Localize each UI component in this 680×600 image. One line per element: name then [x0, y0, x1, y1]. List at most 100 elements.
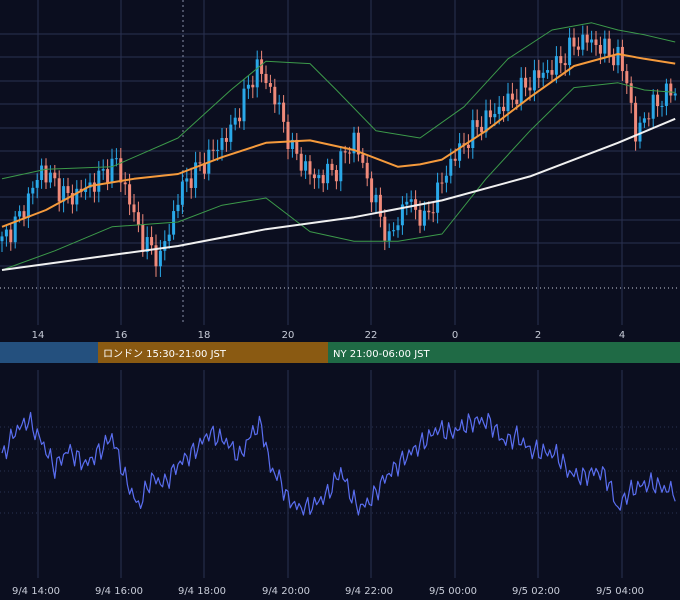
bear-candle	[119, 158, 123, 183]
bear-candle	[378, 194, 382, 217]
bull-candle	[642, 118, 646, 123]
bear-candle	[418, 209, 422, 226]
oscillator-x-tick-label: 9/4 22:00	[345, 586, 393, 597]
bull-candle	[13, 216, 17, 243]
bull-candle	[396, 225, 400, 231]
bull-candle	[400, 204, 404, 226]
bear-candle	[620, 46, 624, 72]
x-tick-label: 14	[32, 330, 45, 341]
bull-candle	[387, 231, 391, 241]
bear-candle	[356, 132, 360, 155]
bear-candle	[9, 229, 13, 243]
oscillator-line	[1, 411, 676, 516]
bull-candle	[493, 113, 497, 118]
bull-candle	[519, 77, 523, 105]
bear-candle	[550, 70, 554, 75]
oscillator-x-tick-label: 9/4 20:00	[262, 586, 310, 597]
bull-candle	[568, 37, 572, 66]
bear-candle	[66, 186, 70, 194]
bear-candle	[348, 152, 352, 154]
bear-candle	[123, 182, 127, 185]
bear-candle	[53, 172, 57, 179]
bear-candle	[286, 121, 290, 149]
bull-candle	[638, 122, 642, 142]
bear-candle	[44, 165, 48, 183]
bull-candle	[163, 241, 167, 251]
bull-candle	[506, 93, 510, 112]
bear-candle	[224, 137, 228, 142]
bear-candle	[625, 71, 629, 84]
bull-candle	[664, 83, 668, 106]
bull-candle	[374, 194, 378, 203]
bull-candle	[4, 229, 8, 237]
bear-candle	[634, 102, 638, 142]
bull-candle	[75, 188, 79, 205]
bear-candle	[607, 38, 611, 57]
bear-candle	[528, 87, 532, 91]
bull-candle	[317, 175, 321, 179]
session-band	[328, 342, 680, 363]
bear-candle	[431, 212, 435, 214]
moving-average-slow	[1, 117, 676, 271]
bull-candle	[40, 165, 44, 180]
bear-candle	[189, 178, 193, 188]
bull-candle	[97, 170, 101, 192]
bull-candle	[48, 172, 52, 183]
bear-candle	[132, 204, 136, 213]
x-tick-label: 16	[115, 330, 128, 341]
bear-candle	[510, 93, 514, 100]
bear-candle	[466, 144, 470, 149]
bear-candle	[572, 37, 576, 47]
bull-candle	[277, 102, 281, 105]
bull-candle	[110, 158, 114, 183]
bull-candle	[35, 179, 39, 188]
bull-candle	[242, 88, 246, 122]
bear-candle	[576, 46, 580, 50]
bull-candle	[246, 84, 250, 89]
bear-candle	[629, 83, 633, 103]
bull-candle	[436, 182, 440, 213]
bull-candle	[172, 211, 176, 235]
bull-candle	[532, 70, 536, 91]
oscillator-x-tick-label: 9/4 16:00	[95, 586, 143, 597]
bull-candle	[0, 236, 4, 242]
bear-candle	[264, 73, 268, 84]
bollinger-upper-band	[1, 22, 676, 180]
bull-candle	[31, 187, 35, 194]
bear-candle	[334, 169, 338, 182]
bear-candle	[92, 182, 96, 192]
bear-candle	[308, 161, 312, 175]
bear-candle	[480, 126, 484, 133]
bull-candle	[590, 39, 594, 43]
bear-candle	[299, 153, 303, 171]
bear-candle	[656, 94, 660, 107]
bear-candle	[198, 162, 202, 164]
session-label: ロンドン 15:30-21:00 JST	[103, 349, 227, 360]
x-tick-label: 4	[619, 330, 625, 341]
bull-candle	[18, 211, 22, 217]
bear-candle	[524, 77, 528, 88]
bear-candle	[273, 86, 277, 105]
bear-candle	[537, 70, 541, 78]
bull-candle	[84, 187, 88, 192]
moving-average-fast	[1, 53, 676, 228]
bear-candle	[612, 56, 616, 66]
bull-candle	[220, 137, 224, 150]
bull-candle	[185, 178, 189, 182]
x-tick-label: 22	[365, 330, 378, 341]
bear-candle	[383, 216, 387, 241]
bull-candle	[194, 162, 198, 188]
bull-candle	[255, 59, 259, 88]
bear-candle	[312, 174, 316, 179]
bull-candle	[603, 38, 607, 54]
bear-candle	[238, 117, 242, 122]
bear-candle	[559, 56, 563, 64]
bull-candle	[26, 193, 30, 218]
bull-candle	[229, 124, 233, 142]
bull-candle	[62, 186, 66, 202]
bear-candle	[502, 106, 506, 112]
bear-candle	[330, 163, 334, 170]
bear-candle	[647, 118, 651, 120]
